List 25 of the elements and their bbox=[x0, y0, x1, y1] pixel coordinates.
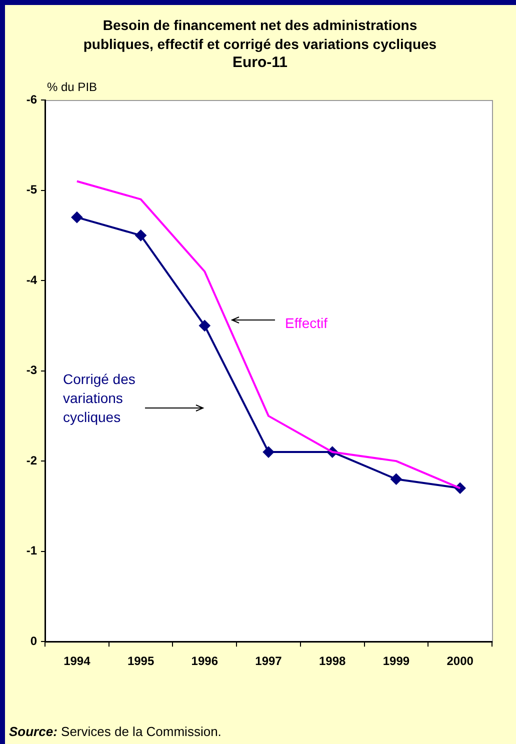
y-tick-label: -5 bbox=[26, 182, 38, 197]
chart-subtitle: Euro-11 bbox=[231, 54, 289, 71]
y-axis-title: % du PIB bbox=[47, 80, 98, 94]
y-tick-label: -2 bbox=[26, 453, 38, 468]
text: Corrigé des variations cycliques bbox=[63, 370, 136, 425]
point bbox=[199, 320, 210, 332]
x-tick-label: 1998 bbox=[319, 654, 346, 668]
x-tick-label: 2000 bbox=[446, 654, 474, 668]
y-tick-label: -6 bbox=[26, 92, 38, 106]
chart-title: Besoin de financement net des administrations publiques, effectif et corrigé des variations cycliques bbox=[82, 16, 438, 54]
point bbox=[263, 446, 274, 458]
y-tick-label: -4 bbox=[26, 272, 38, 287]
x-tick-label: 1995 bbox=[127, 654, 154, 668]
x-tick-label: 1997 bbox=[255, 654, 282, 668]
x-tick-label: 1996 bbox=[191, 654, 218, 668]
x-tick-label: 1994 bbox=[64, 654, 91, 668]
y-tick-label: -3 bbox=[26, 363, 38, 378]
y-tick-label: 0 bbox=[30, 634, 38, 648]
y-tick-label: -1 bbox=[26, 544, 38, 558]
x-tick-label: 1999 bbox=[382, 654, 410, 668]
text: Effectif bbox=[285, 314, 328, 331]
source-note: Source: Services de la Commission. bbox=[9, 724, 222, 739]
point bbox=[135, 230, 146, 241]
point bbox=[71, 212, 82, 223]
point bbox=[390, 474, 402, 485]
